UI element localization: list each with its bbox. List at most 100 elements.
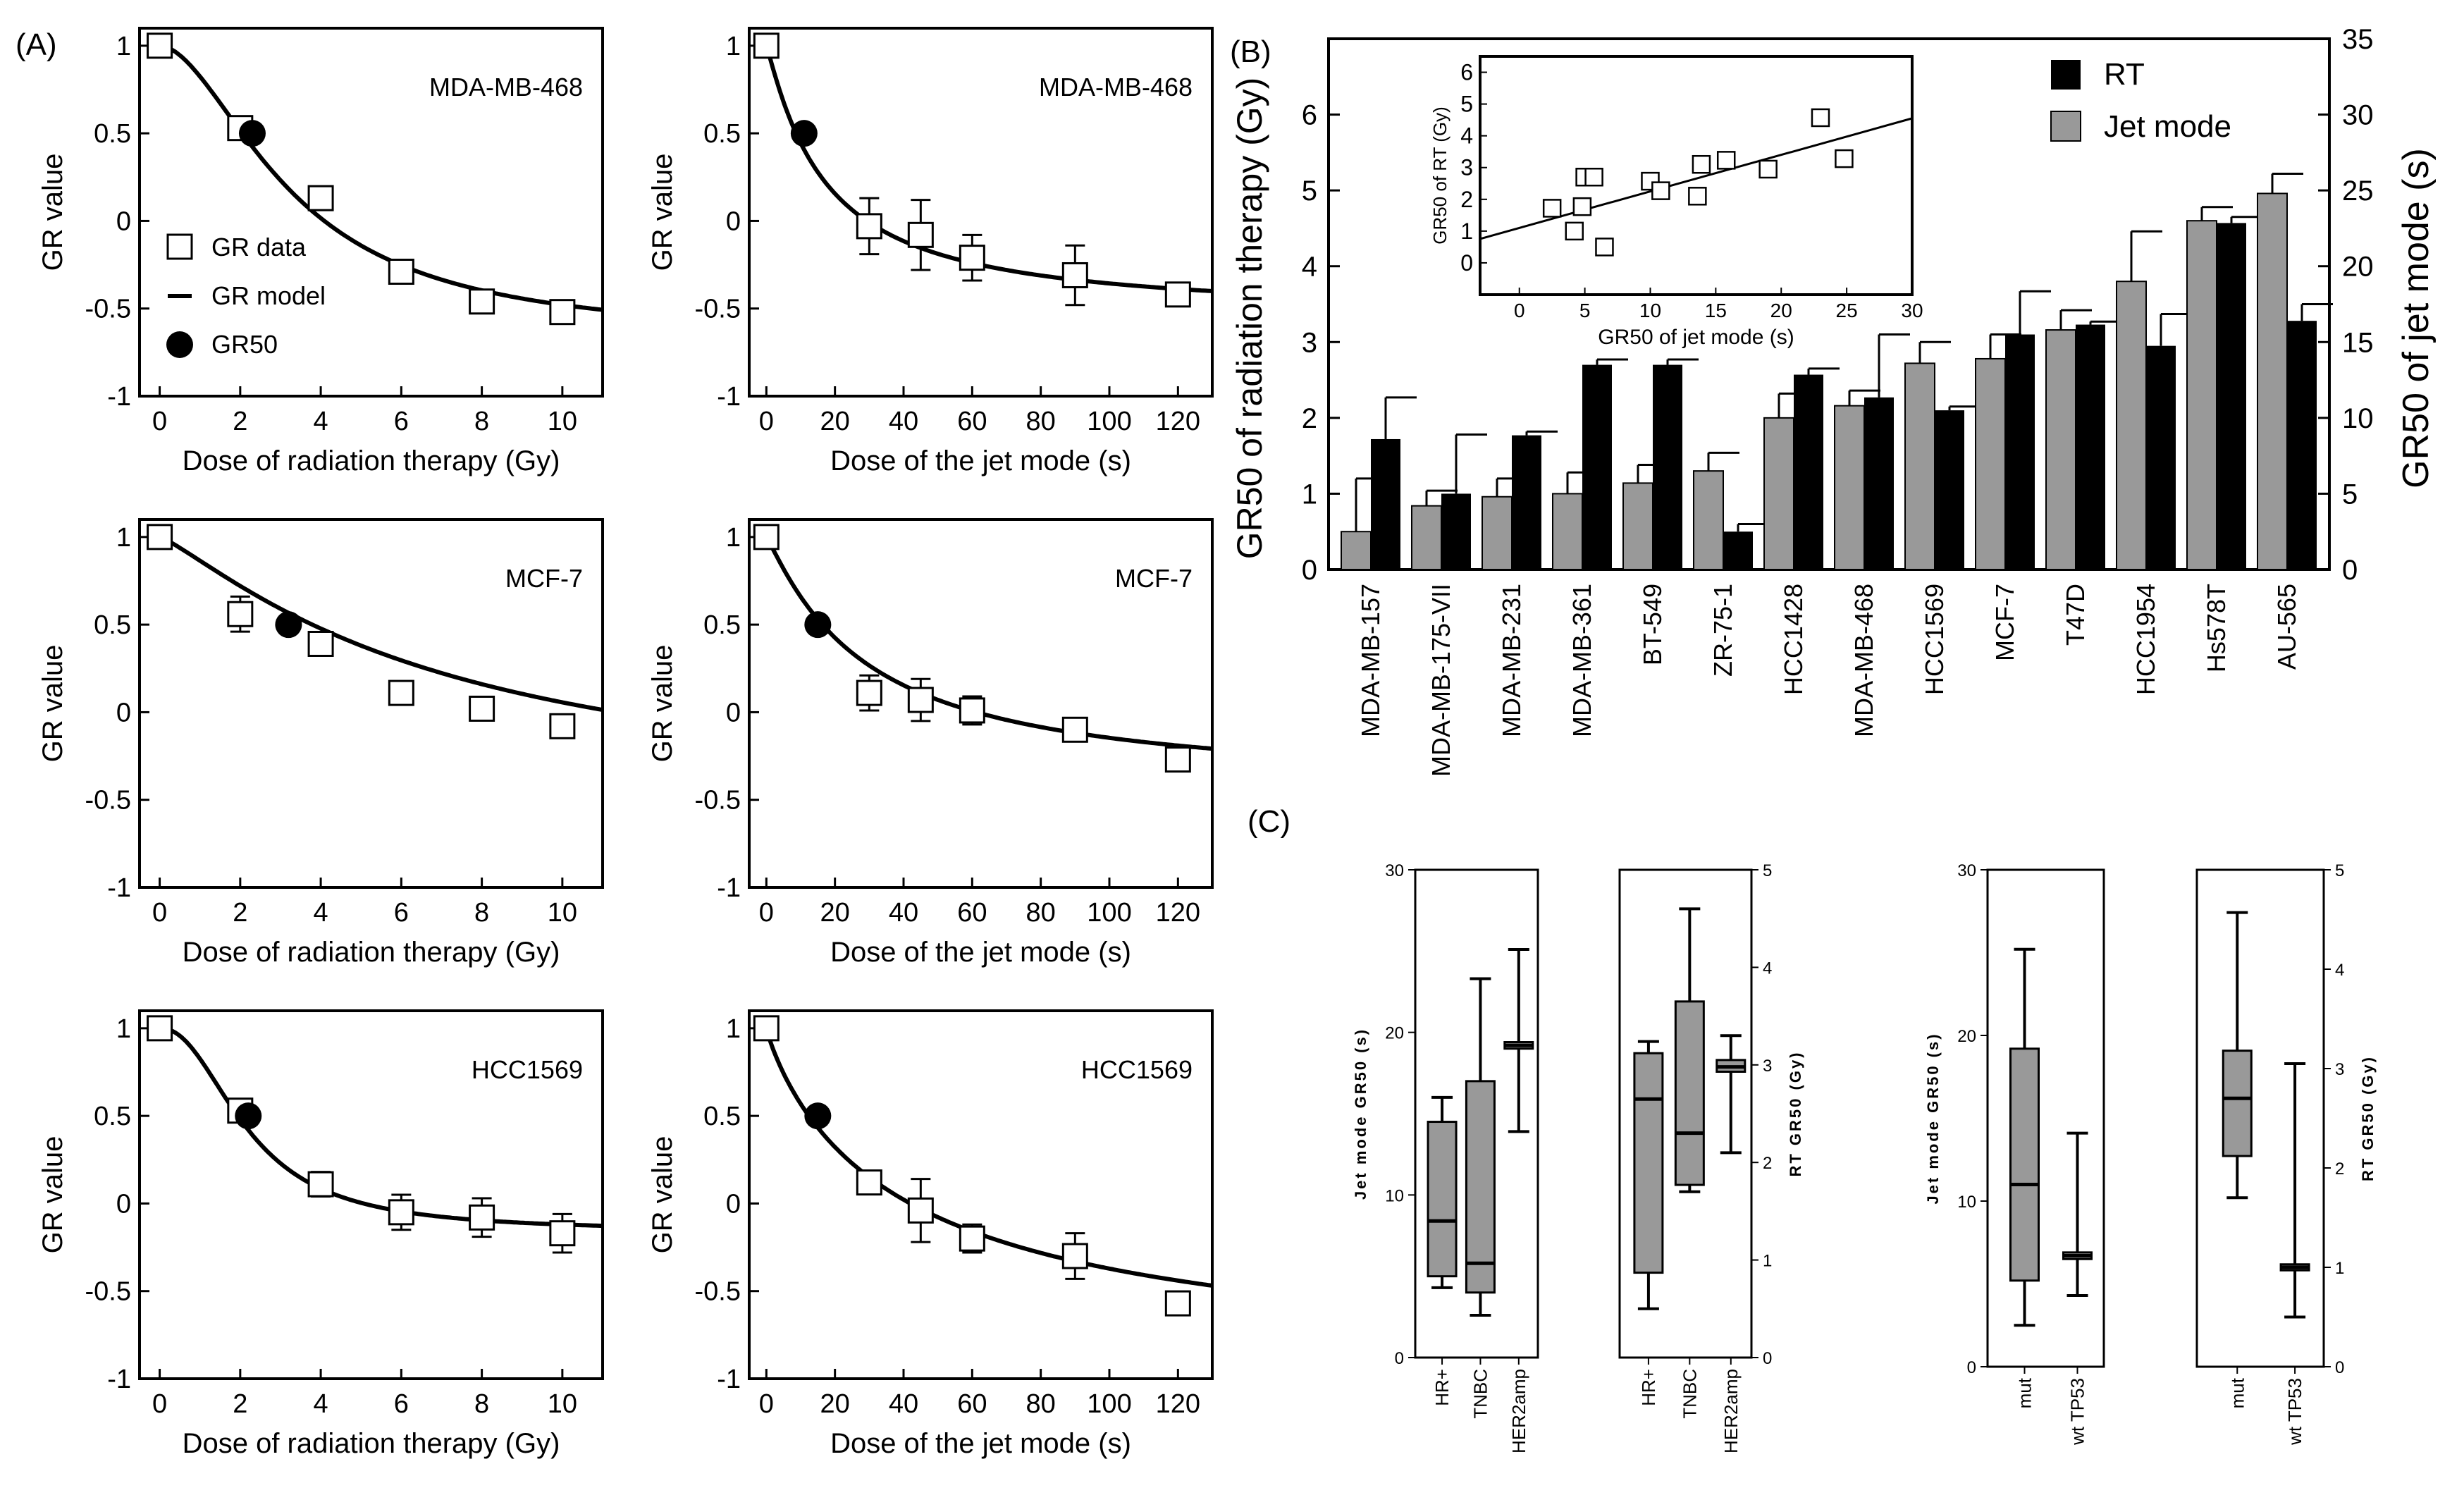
category-label: wt TP53: [2284, 1378, 2305, 1446]
x-tick-label: 0: [759, 407, 774, 436]
x-axis-label: Dose of the jet mode (s): [830, 937, 1131, 968]
y-tick-label: 1: [116, 1014, 131, 1044]
x-axis-label: Dose of the jet mode (s): [830, 445, 1131, 476]
y-tick-label: -1: [717, 873, 741, 903]
inset-y-tick-label: 4: [1460, 123, 1473, 149]
category-label: AU-565: [2272, 584, 2301, 670]
y-tick-label: 0: [1302, 555, 1317, 586]
gr-data-point: [1061, 1243, 1088, 1269]
category-label: mut: [2014, 1377, 2035, 1408]
category-label: HER2amp: [1508, 1369, 1529, 1453]
gr-data-point: [856, 213, 882, 240]
y-tick-label: 1: [2335, 1259, 2344, 1278]
plot-frame: [1414, 868, 1539, 1359]
gr-data-point: [1061, 262, 1088, 288]
inset-data-point: [1692, 154, 1711, 174]
y-tick-label: 4: [1302, 252, 1317, 283]
bar-jet-mode: [1834, 405, 1865, 570]
inset-data-point: [1565, 221, 1584, 241]
x-tick-label: 120: [1156, 1389, 1200, 1419]
gr-data-point: [307, 630, 334, 657]
x-tick-label: 40: [889, 898, 918, 928]
inset-data-point: [1595, 238, 1614, 257]
category-label: MDA-MB-175-VII: [1427, 584, 1455, 777]
inset-x-tick-label: 25: [1836, 300, 1858, 321]
gr-data-point: [307, 185, 334, 211]
category-label: ZR-75-1: [1708, 584, 1737, 677]
y-axis-label: GR value: [37, 645, 68, 763]
plot-frame: [1618, 868, 1753, 1359]
x-axis-label: Dose of radiation therapy (Gy): [183, 1428, 560, 1459]
plot-frame: [748, 518, 1214, 889]
x-tick-label: 4: [314, 407, 328, 436]
legend-label: GR50: [211, 330, 278, 359]
x-tick-label: 20: [820, 1389, 850, 1419]
gr-data-point: [227, 601, 254, 627]
bar-jet-mode: [1975, 357, 2006, 570]
legend-swatch-jet-mode: [2050, 111, 2081, 142]
bar-jet-mode: [1622, 482, 1653, 571]
inset-y-tick-label: 1: [1460, 219, 1473, 244]
gr50-marker: [804, 611, 832, 639]
box-iqr: [1465, 1080, 1496, 1294]
y-axis-label: GR value: [37, 1136, 68, 1254]
x-tick-label: 60: [957, 1389, 987, 1419]
y-tick-label: 0: [726, 207, 741, 236]
y-axis-label: GR value: [647, 1136, 678, 1254]
y-tick-label: 20: [1385, 1024, 1404, 1043]
gr50-marker: [238, 120, 266, 147]
y-tick-label: 3: [1763, 1057, 1772, 1076]
y-tick-label: 2: [1302, 403, 1317, 434]
x-tick-label: 120: [1156, 407, 1200, 436]
bar-rt: [1794, 374, 1823, 570]
y2-tick-label: 10: [2342, 403, 2374, 434]
x-tick-label: 20: [820, 407, 850, 436]
y-tick-label: 0: [2335, 1358, 2344, 1377]
y-tick-label: -1: [717, 382, 741, 412]
y-tick-label: 6: [1302, 100, 1317, 131]
x-axis-label: Dose of radiation therapy (Gy): [183, 445, 560, 476]
y-tick-label: 30: [1957, 861, 1976, 880]
y-tick-label: 0.5: [703, 1102, 741, 1131]
inset-data-point: [1688, 187, 1707, 206]
y-tick-label: -0.5: [85, 295, 131, 324]
y-axis-label: RT GR50 (Gy): [1787, 1050, 1804, 1176]
y-tick-label: 0.5: [94, 1102, 131, 1131]
cell-line-label: MCF-7: [505, 564, 583, 593]
y-tick-label: 5: [1302, 176, 1317, 207]
x-tick-label: 0: [152, 898, 167, 928]
y-tick-label: 1: [1302, 479, 1317, 510]
y-tick-label: 1: [116, 32, 131, 61]
inset-x-tick-label: 10: [1639, 300, 1661, 321]
gr-data-point: [469, 1204, 495, 1231]
cell-line-label: MDA-MB-468: [1039, 73, 1193, 101]
y-tick-label: 1: [726, 32, 741, 61]
y-tick-label: 30: [1385, 861, 1404, 880]
x-tick-label: 6: [394, 1389, 409, 1419]
gr-data-point: [1061, 716, 1088, 743]
x-tick-label: 80: [1026, 898, 1056, 928]
box-iqr: [2222, 1050, 2253, 1157]
x-tick-label: 40: [889, 1389, 918, 1419]
gr-model-curve: [159, 535, 603, 713]
inset-data-point: [1542, 199, 1562, 218]
category-label: MDA-MB-157: [1356, 584, 1385, 737]
y-tick-label: -1: [107, 873, 131, 903]
y2-axis-label: GR50 of jet mode (s): [2396, 148, 2437, 488]
gr-data-point: [1164, 746, 1191, 773]
x-tick-label: 100: [1087, 898, 1131, 928]
y-tick-label: 0: [116, 1189, 131, 1219]
category-label: MDA-MB-361: [1567, 584, 1596, 737]
y2-tick-label: 30: [2342, 100, 2374, 131]
x-tick-label: 10: [548, 1389, 577, 1419]
x-tick-label: 6: [394, 407, 409, 436]
gr-data-point: [907, 1197, 934, 1224]
y-tick-label: 0.5: [94, 119, 131, 149]
y-tick-label: -0.5: [695, 786, 741, 816]
x-tick-label: 20: [820, 898, 850, 928]
inset-y-tick-label: 5: [1460, 92, 1473, 117]
y-tick-label: -1: [717, 1365, 741, 1394]
plot-frame: [748, 1009, 1214, 1380]
y-tick-label: 2: [2335, 1159, 2344, 1179]
y-tick-label: 4: [2335, 961, 2344, 980]
